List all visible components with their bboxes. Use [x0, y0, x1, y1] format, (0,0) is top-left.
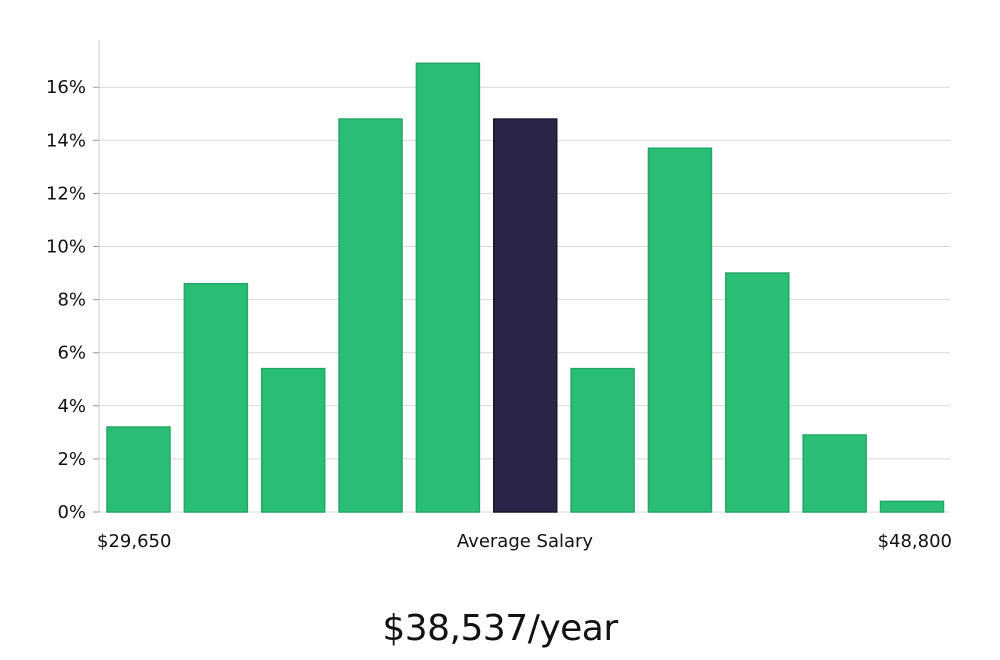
y-tick-label: 6%	[57, 343, 86, 364]
bar	[879, 500, 945, 513]
bar	[260, 367, 326, 513]
bar	[647, 147, 713, 513]
y-tick-label: 0%	[57, 502, 86, 523]
bar	[106, 426, 171, 513]
bar-average-salary	[493, 118, 558, 513]
bar	[183, 282, 249, 513]
x-axis-title: Average Salary	[457, 531, 594, 552]
y-tick-label: 8%	[57, 290, 86, 311]
average-salary-headline: $38,537/year	[382, 608, 618, 649]
x-max-label: $48,800	[878, 531, 952, 552]
y-tick-label: 16%	[46, 77, 86, 98]
y-tick-labels: 0% 2% 4% 6% 8% 10% 12% 14% 16%	[46, 77, 99, 523]
y-tick-label: 2%	[57, 449, 86, 470]
y-tick-label: 12%	[46, 183, 86, 204]
bar	[415, 62, 481, 513]
bar	[725, 272, 790, 513]
bar	[338, 118, 403, 513]
x-min-label: $29,650	[97, 531, 171, 552]
y-tick-label: 14%	[46, 130, 86, 151]
y-tick-label: 4%	[57, 396, 86, 417]
salary-histogram: 0% 2% 4% 6% 8% 10% 12% 14% 16% $29,650 Average S…	[46, 40, 952, 552]
bars	[106, 62, 945, 513]
bar	[802, 434, 867, 513]
y-tick-label: 10%	[46, 237, 86, 258]
bar	[570, 367, 635, 513]
